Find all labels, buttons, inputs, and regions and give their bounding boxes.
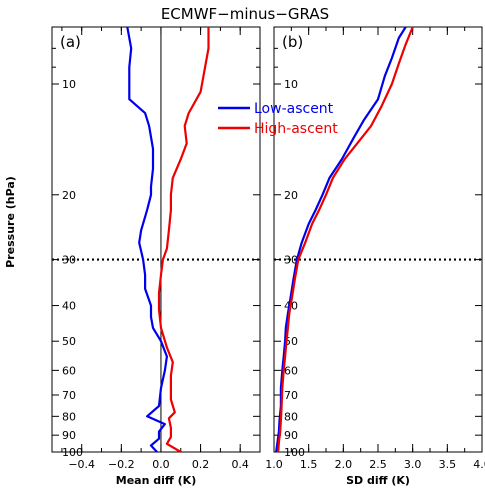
y-axis-label: Pressure (hPa) bbox=[4, 176, 17, 268]
x-axis-label: Mean diff (K) bbox=[116, 474, 196, 487]
series-line-low-ascent bbox=[126, 26, 168, 453]
y-tick-label: 70 bbox=[62, 389, 76, 402]
x-tick-label: 3.0 bbox=[404, 458, 422, 471]
y-tick-label: 50 bbox=[62, 335, 76, 348]
y-tick-label: 20 bbox=[284, 189, 298, 202]
x-tick-label: 3.5 bbox=[439, 458, 457, 471]
y-tick-label: 70 bbox=[284, 389, 298, 402]
y-tick-label: 90 bbox=[62, 429, 76, 442]
y-tick-label: 80 bbox=[284, 410, 298, 423]
panel-label: (a) bbox=[60, 33, 81, 51]
x-tick-label: 0.0 bbox=[152, 458, 170, 471]
legend: Low-ascent High-ascent bbox=[218, 101, 338, 137]
legend-label: High-ascent bbox=[254, 121, 338, 137]
panel-label: (b) bbox=[282, 33, 303, 51]
x-tick-label: 0.4 bbox=[231, 458, 249, 471]
x-tick-label: 1.0 bbox=[265, 458, 283, 471]
y-tick-label: 10 bbox=[62, 78, 76, 91]
x-tick-label: 4.0 bbox=[473, 458, 485, 471]
x-tick-label: −0.2 bbox=[108, 458, 135, 471]
legend-label: Low-ascent bbox=[254, 101, 334, 117]
x-axis-label: SD diff (K) bbox=[346, 474, 410, 487]
series-line-high-ascent bbox=[277, 26, 414, 453]
x-tick-label: −0.4 bbox=[68, 458, 95, 471]
y-tick-label: 90 bbox=[284, 429, 298, 442]
y-tick-label: 20 bbox=[62, 189, 76, 202]
y-tick-label: 100 bbox=[284, 446, 305, 459]
axes-frame bbox=[51, 26, 261, 453]
x-tick-label: 0.2 bbox=[192, 458, 210, 471]
y-tick-label: 40 bbox=[62, 300, 76, 313]
y-tick-label: 100 bbox=[62, 446, 83, 459]
y-tick-label: 60 bbox=[62, 364, 76, 377]
y-tick-label: 80 bbox=[62, 410, 76, 423]
x-tick-label: 2.0 bbox=[335, 458, 353, 471]
y-tick-label: 10 bbox=[284, 78, 298, 91]
axes-frame bbox=[273, 26, 483, 453]
chart-title: ECMWF−minus−GRAS bbox=[161, 5, 329, 23]
x-tick-label: 1.5 bbox=[300, 458, 318, 471]
y-tick-label: 60 bbox=[284, 364, 298, 377]
series-line-high-ascent bbox=[157, 27, 210, 453]
x-tick-label: 2.5 bbox=[369, 458, 387, 471]
